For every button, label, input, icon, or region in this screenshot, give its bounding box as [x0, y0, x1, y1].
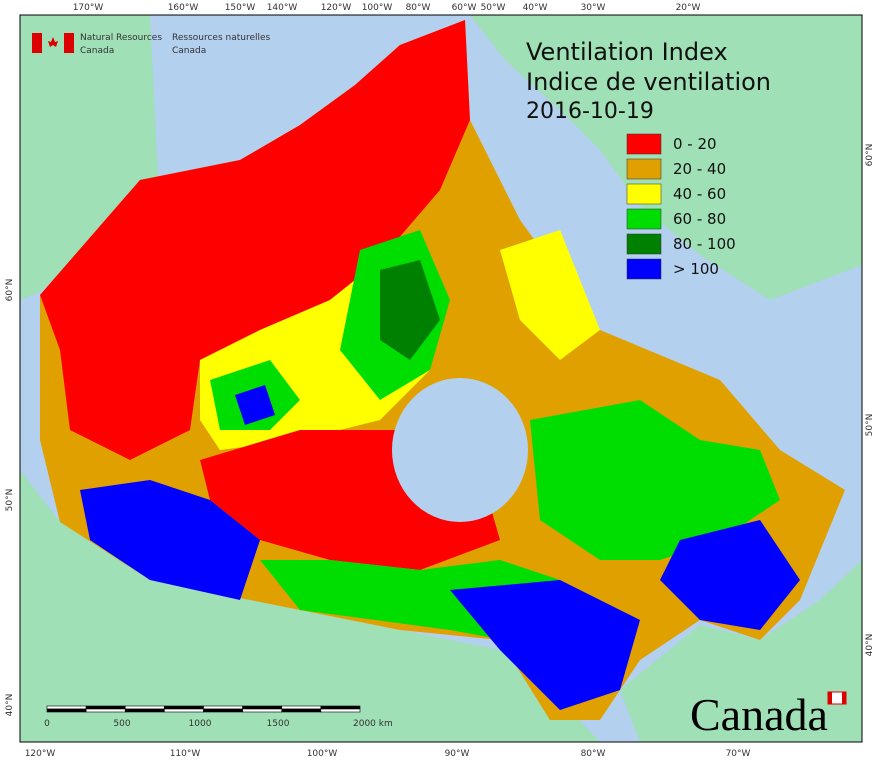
legend-swatch: [626, 158, 662, 180]
united-states: [20, 470, 600, 742]
legend-swatch: [626, 208, 662, 230]
agency-en: Natural Resources: [80, 33, 162, 43]
graticule-label: 70°W: [726, 749, 751, 759]
alaska: [20, 15, 158, 300]
graticule-label: 60°N: [5, 279, 15, 302]
united-states-east: [620, 560, 862, 742]
agency-fr: Canada: [172, 46, 206, 56]
zone-quebec: [530, 400, 780, 560]
legend-swatch: [626, 133, 662, 155]
scale-bar-label: 2000 km: [353, 719, 393, 729]
scale-bar-segment: [320, 705, 361, 710]
zone-bc-interior: [80, 480, 260, 600]
wordmark-flag-band: [842, 692, 846, 704]
legend-label: > 100: [673, 260, 719, 278]
agency-en: Canada: [80, 46, 114, 56]
legend-swatch: [626, 183, 662, 205]
legend-swatch: [626, 233, 662, 255]
scale-bar-segment: [164, 705, 204, 710]
title: Ventilation Index: [526, 38, 728, 66]
scale-bar-segment: [85, 708, 126, 713]
graticule-label: 140°W: [267, 3, 298, 13]
scale-bar-segment: [124, 708, 165, 713]
flag-band: [32, 33, 42, 53]
scale-bar-segment: [46, 708, 87, 713]
map-frame: [19, 14, 863, 743]
graticule-label: 100°W: [362, 3, 393, 13]
legend-label: 60 - 80: [673, 210, 726, 228]
graticule-label: 40°N: [865, 634, 875, 657]
graticule-label: 80°W: [406, 3, 431, 13]
wordmark-flag-band: [828, 692, 832, 704]
graticule-label: 150°W: [225, 3, 256, 13]
graticule-label: 30°W: [581, 3, 606, 13]
graticule-label: 20°W: [676, 3, 701, 13]
zone-north-west: [40, 20, 470, 460]
scale-bar-segment: [203, 705, 243, 710]
graticule-label: 120°W: [321, 3, 352, 13]
legend-swatch: [626, 258, 662, 280]
graticule-label: 160°W: [168, 3, 199, 13]
graticule-label: 50°N: [5, 489, 15, 512]
graticule-label: 110°W: [170, 749, 201, 759]
graticule-label: 120°W: [25, 749, 56, 759]
scale-bar-label: 1000: [189, 719, 212, 729]
scale-bar-segment: [46, 705, 87, 710]
wordmark: Canada: [690, 689, 828, 740]
flag-band: [64, 33, 74, 53]
zone-maritimes: [660, 520, 800, 630]
scale-bar-segment: [281, 705, 322, 710]
scale-bar-segment: [320, 708, 361, 713]
zone-kivalliq-core: [380, 260, 440, 360]
legend-label: 40 - 60: [673, 185, 726, 203]
scale-bar-label: 0: [44, 719, 50, 729]
scale-bar-label: 500: [113, 719, 130, 729]
greenland: [470, 15, 862, 300]
graticule-label: 60°W: [452, 3, 477, 13]
graticule-label: 50°N: [865, 414, 875, 437]
graticule-label: 170°W: [73, 3, 104, 13]
legend-label: 80 - 100: [673, 235, 736, 253]
title: Indice de ventilation: [526, 68, 771, 96]
legend-label: 0 - 20: [673, 135, 717, 153]
graticule-label: 80°W: [581, 749, 606, 759]
graticule-label: 50°W: [481, 3, 506, 13]
graticule-label: 40°N: [5, 694, 15, 717]
graticule-label: 90°W: [445, 749, 470, 759]
agency-fr: Ressources naturelles: [172, 33, 271, 43]
zone-great-slave-core: [235, 385, 275, 425]
graticule-label: 40°W: [523, 3, 548, 13]
scale-bar-segment: [164, 708, 204, 713]
scale-bar-label: 1500: [267, 719, 290, 729]
scale-bar-segment: [85, 705, 126, 710]
flag-leaf: [48, 37, 58, 47]
legend-label: 20 - 40: [673, 160, 726, 178]
scale-bar-segment: [281, 708, 322, 713]
scale-bar-segment: [203, 708, 243, 713]
hudson-bay: [392, 378, 528, 522]
scale-bar-segment: [242, 705, 283, 710]
scale-bar-segment: [124, 705, 165, 710]
zone-ontario: [450, 580, 640, 710]
graticule-label: 100°W: [307, 749, 338, 759]
graticule-label: 60°N: [865, 144, 875, 167]
date: 2016-10-19: [526, 99, 654, 124]
zone-baffin: [500, 230, 600, 360]
scale-bar-segment: [242, 708, 283, 713]
